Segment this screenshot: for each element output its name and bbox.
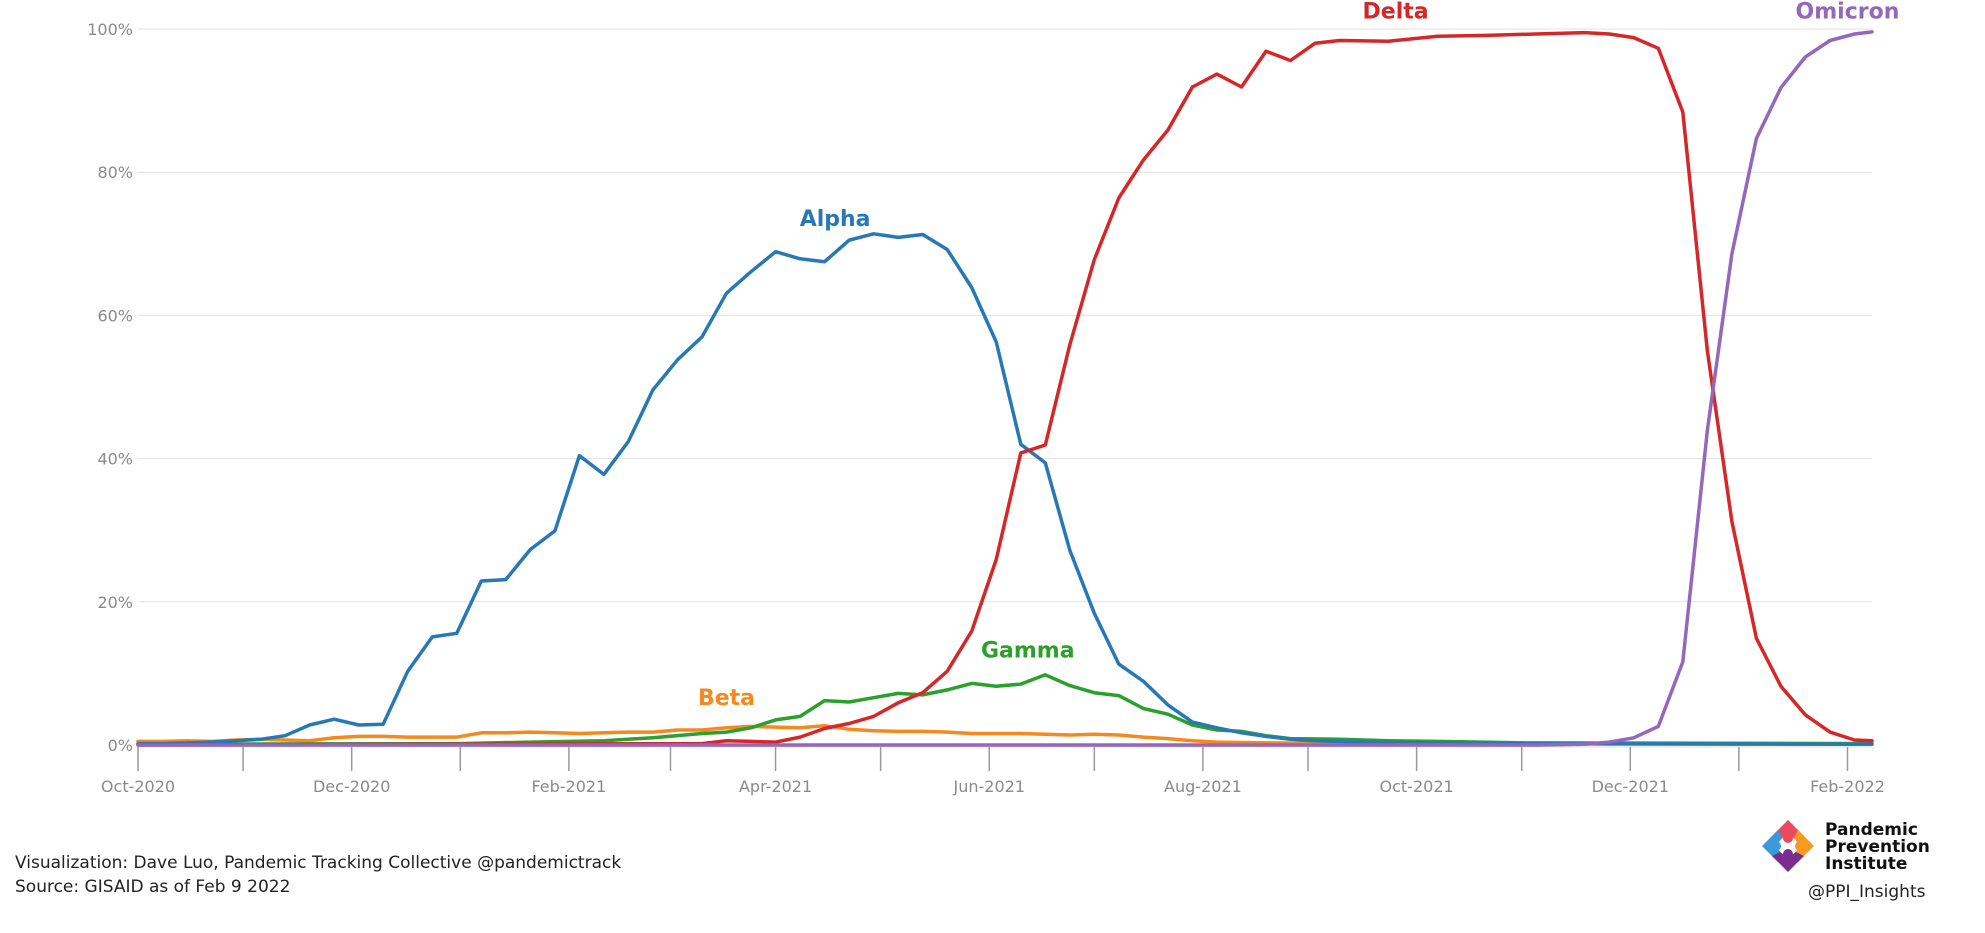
series-line-beta xyxy=(136,723,1874,747)
gridlines xyxy=(138,28,1872,746)
y-tick-label: 60% xyxy=(97,306,133,325)
x-tick-label: Dec-2021 xyxy=(1592,777,1669,796)
series-label-delta: Delta xyxy=(1363,0,1429,24)
logo-line-2: Prevention xyxy=(1825,837,1930,857)
x-tick-label: Feb-2022 xyxy=(1810,777,1885,796)
source-credit: Source: GISAID as of Feb 9 2022 xyxy=(15,877,291,897)
y-tick-label: 20% xyxy=(97,593,133,612)
x-axis: Oct-2020 Dec-2020 Feb-2021 Apr-2021 Jun-2021… xyxy=(101,746,1885,796)
y-tick-label: 80% xyxy=(97,163,133,182)
x-tick-label: Feb-2021 xyxy=(531,777,606,796)
logo-line-1: Pandemic xyxy=(1825,820,1918,840)
y-tick-label: 100% xyxy=(87,20,133,39)
y-tick-label: 40% xyxy=(97,450,133,469)
x-tick-label: Oct-2021 xyxy=(1380,777,1454,796)
y-axis: 0% 20% 40% 60% 80% 100% xyxy=(87,20,133,755)
ppi-diamond-logo-icon xyxy=(1762,820,1814,872)
series-line-delta xyxy=(136,30,1874,747)
series-label-beta: Beta xyxy=(698,686,755,711)
series-lines xyxy=(136,30,1874,747)
series-label-alpha: Alpha xyxy=(800,207,871,232)
series-line-omicron xyxy=(136,30,1874,747)
series-line-alpha xyxy=(136,232,1874,747)
x-tick-label: Aug-2021 xyxy=(1164,777,1242,796)
series-label-gamma: Gamma xyxy=(981,639,1075,664)
x-tick-label: Jun-2021 xyxy=(952,777,1025,796)
x-tick-label: Dec-2020 xyxy=(313,777,390,796)
series-label-omicron: Omicron xyxy=(1796,0,1900,24)
x-tick-label: Apr-2021 xyxy=(739,777,812,796)
logo-wordmark: Pandemic Prevention Institute xyxy=(1825,822,1930,873)
y-tick-label: 0% xyxy=(108,736,133,755)
series-labels: Alpha Beta Gamma Delta Omicron xyxy=(698,0,1899,711)
logo-handle: @PPI_Insights xyxy=(1808,882,1926,902)
logo-line-3: Institute xyxy=(1825,854,1908,874)
x-tick-label: Oct-2020 xyxy=(101,777,175,796)
visualization-credit: Visualization: Dave Luo, Pandemic Tracki… xyxy=(15,853,622,873)
